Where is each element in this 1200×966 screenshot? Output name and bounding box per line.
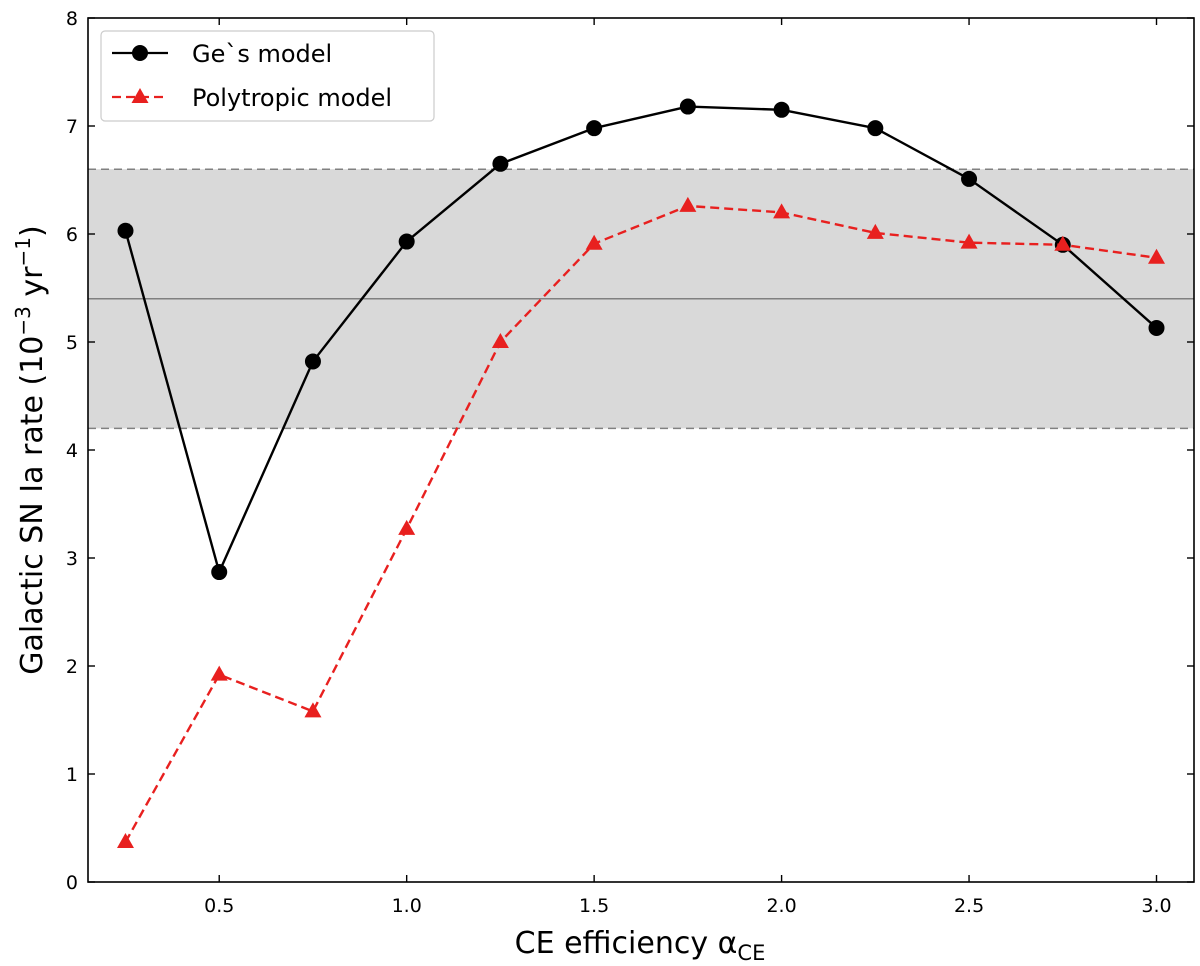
legend-label-ge: Ge`s model <box>192 40 332 68</box>
y-tick-label-5: 5 <box>66 332 78 354</box>
point-poly-0 <box>116 833 134 849</box>
point-ge-11 <box>1148 319 1165 336</box>
x-tick-label-2: 1.5 <box>579 895 609 917</box>
y-axis-label-exponent-2: −1 <box>11 237 35 266</box>
point-ge-0 <box>117 222 134 239</box>
y-tick-label-2: 2 <box>66 656 78 678</box>
x-axis-label: CE efficiency αCE <box>515 926 766 965</box>
plot-frame <box>87 17 1195 883</box>
point-ge-6 <box>679 98 696 115</box>
x-tick-label-5: 3.0 <box>1141 895 1171 917</box>
x-tick-label-0: 0.5 <box>204 895 234 917</box>
legend-marker-ge <box>132 45 148 61</box>
point-poly-1 <box>210 665 228 681</box>
ticks-layer: 0.5 1.0 1.5 2.0 2.5 3.0 0 1 2 3 4 5 6 7 8 <box>66 8 1194 917</box>
point-ge-8 <box>867 120 884 137</box>
point-poly-7 <box>773 203 791 219</box>
legend-label-poly: Polytropic model <box>192 84 392 112</box>
point-ge-3 <box>398 233 415 250</box>
series-line-ge <box>124 105 1158 574</box>
x-tick-label-4: 2.5 <box>954 895 984 917</box>
y-axis-label: Galactic SN Ia rate (10−3 yr−1) <box>11 225 50 674</box>
point-poly-10 <box>1054 235 1072 251</box>
point-poly-8 <box>866 223 884 239</box>
point-poly-9 <box>960 233 978 249</box>
point-ge-7 <box>773 101 790 118</box>
point-ge-1 <box>211 564 228 581</box>
point-poly-3 <box>398 519 416 535</box>
x-tick-label-3: 2.0 <box>766 895 796 917</box>
y-axis-label-exponent-1: −3 <box>11 306 35 335</box>
y-tick-label-8: 8 <box>66 8 78 30</box>
legend-marker-poly <box>131 88 149 103</box>
point-poly-4 <box>491 333 509 348</box>
x-axis-label-subscript: CE <box>737 941 765 965</box>
x-tick-label-1: 1.0 <box>392 895 422 917</box>
point-ge-9 <box>961 170 978 187</box>
y-tick-label-7: 7 <box>66 116 78 138</box>
legend: Ge`s model Polytropic model <box>100 30 435 122</box>
series-layer <box>116 98 1166 849</box>
point-poly-5 <box>585 234 603 250</box>
point-ge-5 <box>586 120 603 137</box>
y-tick-label-4: 4 <box>66 440 78 462</box>
point-ge-4 <box>492 155 509 172</box>
point-poly-6 <box>679 196 697 212</box>
y-tick-label-3: 3 <box>66 548 78 570</box>
legend-box <box>100 30 435 122</box>
point-ge-2 <box>304 353 321 370</box>
y-tick-label-6: 6 <box>66 224 78 246</box>
y-tick-label-0: 0 <box>66 872 78 894</box>
point-poly-11 <box>1148 248 1166 264</box>
point-poly-2 <box>304 702 322 718</box>
y-tick-label-1: 1 <box>66 764 78 786</box>
